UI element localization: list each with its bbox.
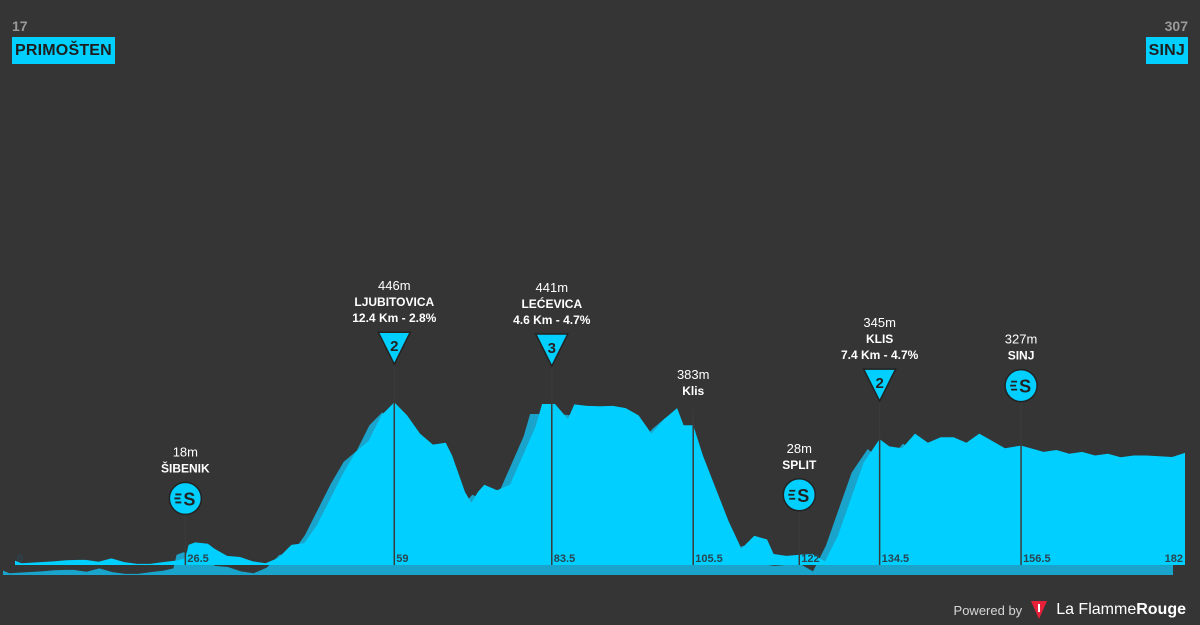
marker-name: KLIS (866, 332, 893, 346)
marker-name: LEĆEVICA (521, 296, 582, 311)
marker-name: SPLIT (782, 458, 817, 472)
marker-name: Klis (682, 384, 704, 398)
marker-altitude: 18m (173, 444, 198, 459)
sprint-speed-lines (174, 493, 182, 504)
flame-logo-icon (1031, 601, 1048, 619)
powered-by-text: Powered by (953, 602, 1023, 618)
climb-category-number: 2 (390, 338, 398, 355)
marker-detail: 4.6 Km - 4.7% (513, 313, 591, 327)
start-altitude: 17 (12, 18, 28, 34)
brand-name: La FlammeRouge (1056, 601, 1186, 619)
finish-label: 307 SINJ (1145, 18, 1188, 64)
x-tick-label: 156.5 (1023, 553, 1051, 565)
sprint-icon (1004, 368, 1038, 403)
sprint-speed-lines (788, 489, 796, 500)
marker-name: LJUBITOVICA (354, 295, 434, 309)
sprint-speed-lines (1010, 380, 1018, 391)
marker-altitude: 446m (378, 278, 411, 293)
finish-altitude: 307 (1164, 18, 1188, 34)
x-tick-label: 105.5 (695, 553, 723, 565)
sprint-letter: S (1019, 377, 1031, 397)
finish-town: SINJ (1145, 37, 1188, 64)
climb-category-icon (534, 333, 569, 368)
sprint-letter: S (797, 486, 809, 506)
climb-category-icon (862, 368, 897, 403)
marker-altitude: 441m (536, 280, 569, 295)
start-label: 17 PRIMOŠTEN (12, 18, 115, 64)
marker-name: SINJ (1008, 349, 1035, 363)
marker-detail: 12.4 Km - 2.8% (352, 311, 436, 325)
marker-altitude: 28m (787, 441, 812, 456)
climb-category-icon (377, 331, 412, 366)
profile-area (15, 402, 1185, 565)
start-town: PRIMOŠTEN (12, 37, 115, 64)
x-tick-label: 122 (801, 553, 819, 565)
marker-altitude: 345m (863, 315, 896, 330)
x-tick-label: 59 (396, 553, 408, 565)
climb-category-number: 2 (875, 375, 883, 392)
x-tick-label: 134.5 (882, 553, 910, 565)
climb-category-number: 3 (548, 340, 556, 357)
x-tick-label: 182 (1165, 553, 1183, 565)
marker-detail: 7.4 Km - 4.7% (841, 348, 919, 362)
sprint-icon (782, 478, 817, 512)
x-tick-label: 0 (17, 553, 23, 565)
x-tick-label: 83.5 (554, 553, 575, 565)
x-tick-label: 26.5 (187, 553, 208, 565)
brand-name-part-a: La Flamme (1056, 601, 1137, 618)
brand-name-part-b: Rouge (1136, 601, 1186, 618)
sprint-icon (168, 481, 203, 516)
marker-altitude: 383m (677, 367, 710, 382)
sprint-letter: S (183, 489, 195, 509)
marker-altitude: 327m (1005, 332, 1038, 347)
footer: Powered by La FlammeRouge (954, 600, 1186, 620)
marker-name: ŠIBENIK (161, 460, 210, 475)
